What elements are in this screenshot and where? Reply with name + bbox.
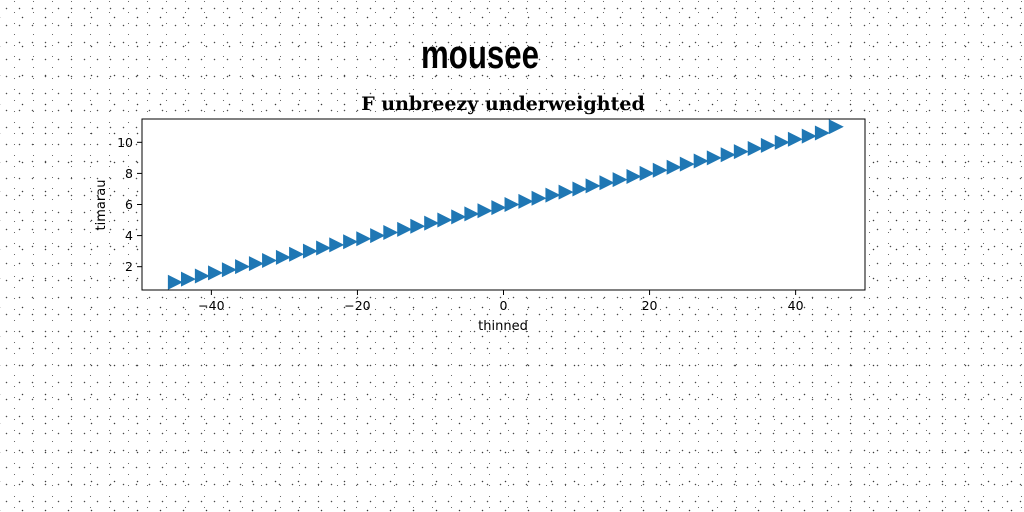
y-axis: 2 4 6 8 10 [117,135,142,274]
figure-suptitle: mousee [421,32,539,77]
x-tick-label: 40 [788,298,804,313]
y-tick-label: 6 [125,197,133,212]
y-tick-label: 10 [117,135,133,150]
x-tick-label: 0 [500,298,508,313]
x-tick-label: 20 [642,298,658,313]
x-axis: −40 −20 0 20 40 [198,290,803,313]
y-tick-label: 8 [125,166,133,181]
y-tick-label: 4 [125,228,133,243]
x-axis-label: thinned [478,319,528,334]
x-tick-label: −40 [198,298,224,313]
y-axis-label: timarau [94,180,109,231]
y-tick-label: 2 [125,259,133,274]
x-tick-label: −20 [344,298,370,313]
chart-title: F unbreezy underweighted [361,93,645,115]
